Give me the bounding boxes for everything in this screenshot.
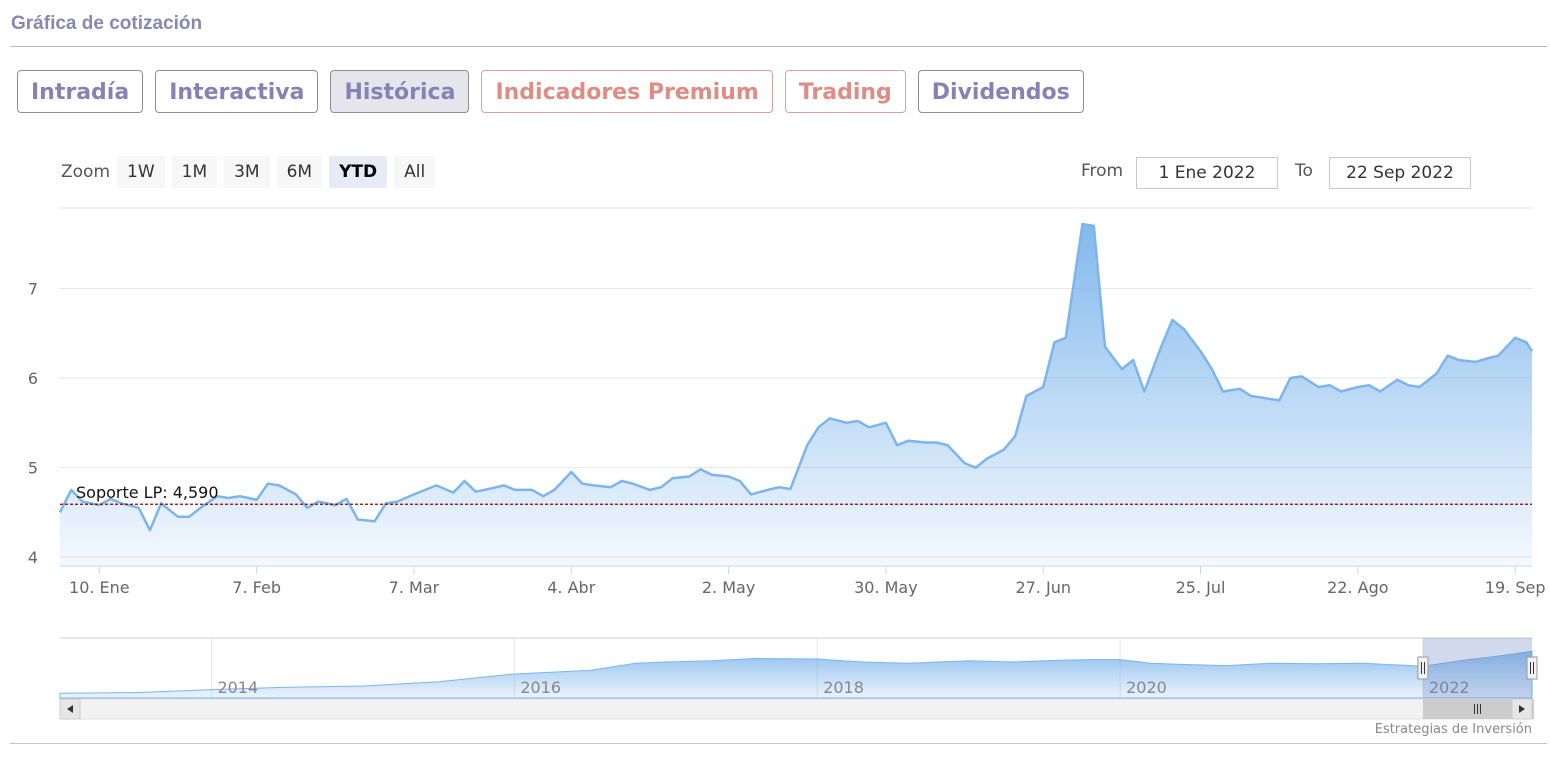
navigator-selection [1422,638,1532,698]
navigator-series [59,650,1533,699]
x-tick-label: 22. Ago [1327,578,1388,597]
scrollbar[interactable] [59,698,1534,720]
y-tick-label: 6 [28,369,38,388]
tab-indicadores-premium[interactable]: Indicadores Premium [481,70,773,113]
y-axis-labels: 4 5 6 7 [28,280,38,568]
from-date-input[interactable]: 1 Ene 2022 [1136,157,1278,189]
x-tick-label: 7. Mar [389,578,440,597]
x-tick-label: 10. Ene [69,578,130,597]
tab-trading[interactable]: Trading [784,70,906,113]
section-title: Gráfica de cotización [11,13,203,34]
series-line [58,222,1534,532]
navigator-year-label: 2016 [520,678,561,697]
arrow-left-icon [67,705,73,713]
scrollbar-track [59,698,1533,720]
title-divider [10,46,1547,47]
grid-lines [60,207,1532,558]
navigator-handle-right[interactable] [1526,656,1538,680]
tab-historica[interactable]: Histórica [330,70,470,113]
support-line: Soporte LP: 4,590 [60,483,1532,505]
scroll-left-button [59,698,81,720]
zoom-buttons: 1W 1M 3M 6M YTD All [117,156,436,188]
x-axis: 10. Ene 7. Feb 7. Mar 4. Abr 2. May 30. May 27… [60,565,1546,597]
zoom-button-ytd[interactable]: YTD [329,156,388,188]
y-tick-label: 7 [28,280,38,299]
from-label: From [1081,161,1124,181]
zoom-label: Zoom [61,162,111,182]
x-tick-label: 27. Jun [1015,578,1071,597]
tab-intradia[interactable]: Intradía [17,70,144,113]
zoom-button-1m[interactable]: 1M [171,156,218,188]
chart-credits: Estrategias de Inversión [1374,722,1532,737]
navigator-year-label: 2020 [1126,678,1167,697]
tab-dividendos[interactable]: Dividendos [917,70,1084,113]
x-tick-label: 2. May [702,578,755,597]
x-tick-label: 19. Sep [1485,578,1546,597]
zoom-button-3m[interactable]: 3M [224,156,270,188]
scroll-right-button [1511,698,1533,720]
navigator-handle-left[interactable] [1417,656,1429,680]
tab-interactiva[interactable]: Interactiva [155,70,319,113]
x-tick-label: 7. Feb [232,578,281,597]
x-tick-label: 4. Abr [547,578,595,597]
bottom-divider [10,743,1547,744]
to-date-input[interactable]: 22 Sep 2022 [1329,157,1471,189]
navigator-year-label: 2018 [823,678,864,697]
arrow-right-icon [1519,705,1525,713]
zoom-button-all[interactable]: All [394,156,436,188]
series-area [58,222,1534,566]
chart-tabs: Intradía Interactiva Histórica Indicadores … [17,70,1084,113]
scrollbar-thumb [1422,699,1534,719]
to-label: To [1295,161,1313,181]
support-plot-label: Soporte LP: 4,590 [76,483,219,502]
series-area-fill [60,224,1532,566]
navigator-year-label: 2022 [1429,678,1470,697]
zoom-button-1w[interactable]: 1W [117,156,165,188]
y-tick-label: 4 [28,548,38,567]
zoom-button-6m[interactable]: 6M [276,156,323,188]
navigator[interactable]: 2014 2016 2018 2020 2022 [59,637,1538,699]
y-tick-label: 5 [28,459,38,478]
x-tick-label: 25. Jul [1176,578,1226,597]
x-tick-label: 30. May [854,578,918,597]
navigator-year-label: 2014 [217,678,258,697]
